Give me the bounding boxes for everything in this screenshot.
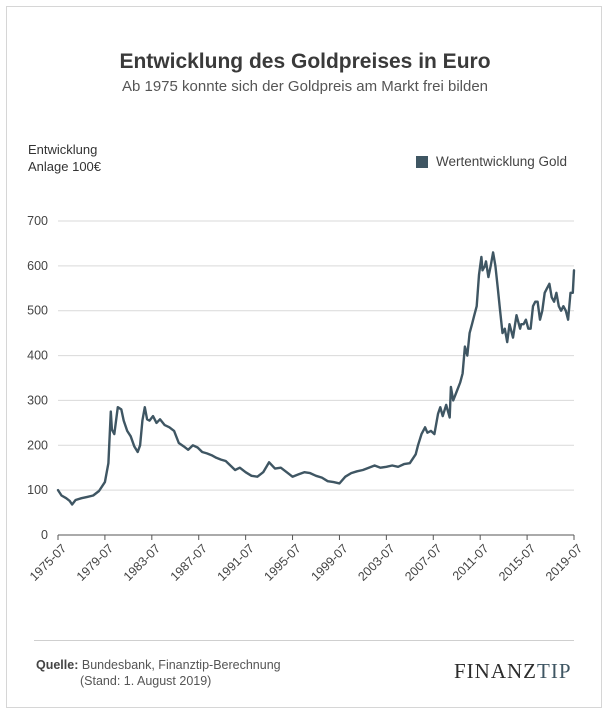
x-tick-label: 1991-07 [215, 541, 257, 583]
x-tick-label: 1983-07 [121, 541, 163, 583]
legend: Wertentwicklung Gold [416, 154, 567, 169]
x-tick-label: 2003-07 [355, 541, 397, 583]
x-tick-label: 2011-07 [450, 541, 492, 583]
chart-frame [6, 6, 602, 708]
x-tick-label: 2015-07 [496, 541, 538, 583]
source-text-line1: Bundesbank, Finanztip-Berechnung [81, 658, 281, 672]
y-tick-label: 200 [27, 438, 48, 452]
series-line-gold [56, 251, 576, 506]
source-note: Quelle: Bundesbank, Finanztip-Berechnung… [36, 657, 281, 689]
y-axis-label-line2: Anlage 100€ [28, 159, 102, 174]
x-tick-label: 2007-07 [402, 541, 444, 583]
x-tick-label: 1987-07 [168, 541, 210, 583]
chart-title: Entwicklung des Goldpreises in Euro [119, 50, 491, 73]
x-tick-label: 1975-07 [27, 541, 69, 583]
y-tick-label: 600 [27, 259, 48, 273]
finanztip-logo: FINANZTIP [454, 659, 572, 684]
y-tick-label: 0 [41, 528, 48, 542]
legend-swatch [416, 155, 428, 168]
x-tick-label: 1995-07 [262, 541, 304, 583]
y-axis-label: Entwicklung Anlage 100€ [28, 141, 101, 175]
y-axis-label-line1: Entwicklung [28, 142, 98, 157]
legend-label: Wertentwicklung Gold [436, 154, 568, 169]
source-label: Quelle: [36, 658, 79, 672]
chart-subtitle: Ab 1975 konnte sich der Goldpreis am Mar… [121, 78, 489, 95]
x-tick-label: 2019-07 [543, 541, 585, 583]
y-tick-label: 700 [27, 214, 48, 228]
y-tick-label: 500 [27, 304, 48, 318]
y-tick-label: 100 [27, 483, 48, 497]
x-tick-label: 1979-07 [74, 541, 116, 583]
x-tick-label: 1999-07 [308, 541, 350, 583]
footer-divider [34, 640, 574, 641]
logo-part2: TIP [537, 659, 572, 683]
source-text-line2: (Stand: 1. August 2019) [80, 674, 212, 688]
y-tick-label: 400 [27, 349, 48, 363]
y-tick-label: 300 [27, 393, 48, 407]
logo-part1: FINANZ [454, 659, 537, 683]
